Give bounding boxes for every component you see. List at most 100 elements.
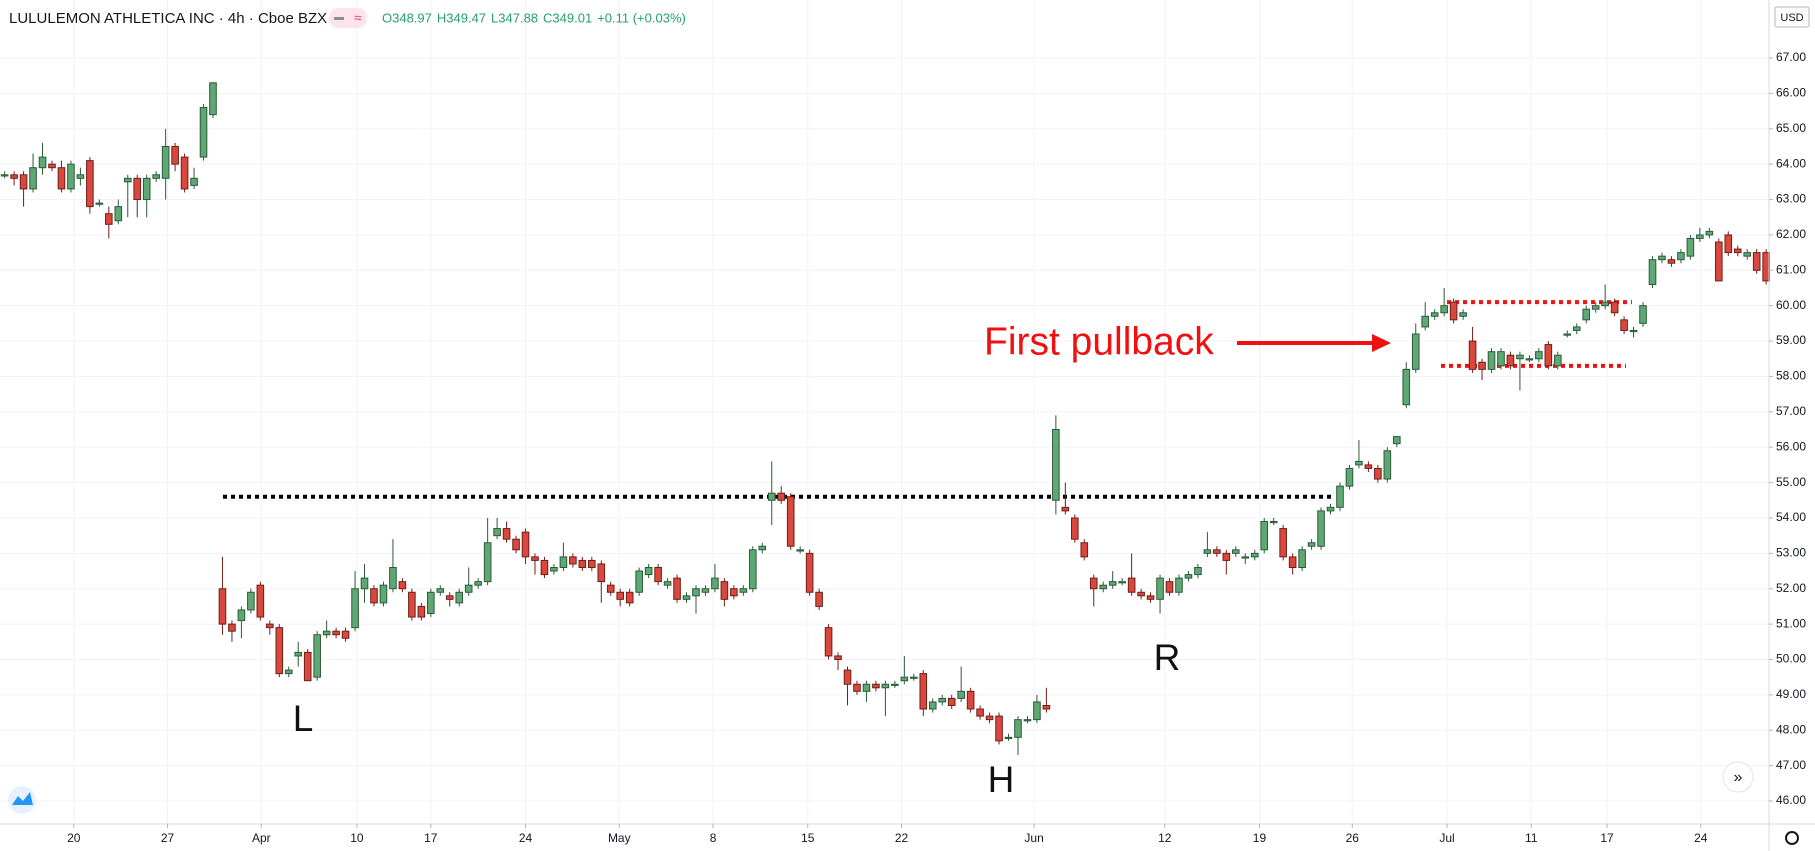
candle-body [1080, 542, 1089, 558]
legend-value: L347.88 [491, 10, 538, 25]
candle-body [256, 584, 265, 618]
candle-body [1033, 701, 1041, 721]
candle-body [1279, 528, 1287, 558]
candle-body [777, 492, 786, 501]
candle-body [209, 82, 217, 116]
candle-body [57, 167, 66, 190]
scroll-icon: » [1734, 769, 1743, 786]
y-tick-label: 59.00 [1776, 333, 1806, 347]
candle-body [161, 145, 170, 179]
candle-body [142, 177, 151, 201]
candle-body [910, 676, 918, 679]
candle-body [0, 174, 9, 177]
y-tick-label: 51.00 [1776, 616, 1806, 630]
candle-body [654, 566, 662, 583]
candle-body [455, 591, 464, 604]
candle-body [1629, 329, 1638, 333]
y-tick-label: 60.00 [1776, 298, 1806, 312]
candle-body [1497, 351, 1505, 367]
candle-body [152, 174, 160, 179]
x-tick-label: 12 [1158, 831, 1172, 845]
candle-body [275, 627, 284, 675]
candle-body [199, 107, 208, 158]
candle-body [1175, 577, 1183, 593]
time-axis: 20 27 Apr 10 17 24 May 8 15 22 Jun 12 19 26 Jul 11 17 24 [67, 824, 1708, 845]
candle-body [1525, 358, 1534, 361]
currency-box[interactable] [1774, 6, 1810, 28]
candle-body [417, 605, 426, 618]
annotation-arrowhead [1372, 334, 1391, 352]
candle-body [48, 163, 56, 169]
candle-body [1724, 234, 1733, 254]
candle-body [294, 651, 303, 657]
x-tick-label: 11 [1525, 831, 1538, 845]
candle-body [1203, 549, 1212, 554]
candle-body [588, 559, 596, 568]
candle-body [1241, 556, 1250, 559]
candle-body [1620, 319, 1628, 331]
candle-body [228, 623, 236, 632]
candle-body [1733, 248, 1742, 254]
candle-body [1317, 510, 1325, 547]
candle-body [569, 556, 577, 565]
candle-body [1307, 542, 1316, 547]
candle-body [1582, 308, 1591, 321]
candle-body [427, 591, 435, 614]
candle-body [711, 577, 719, 590]
candle-body [1648, 259, 1657, 285]
candle-body [398, 581, 407, 590]
candle-body [739, 588, 748, 593]
candle-body [1061, 506, 1070, 512]
candle-body [1667, 259, 1676, 264]
candle-body [1516, 354, 1524, 360]
candle-body [1411, 333, 1420, 370]
x-tick-label: 24 [1694, 831, 1708, 845]
candle-body [928, 701, 937, 710]
pattern-label: H [988, 759, 1015, 800]
candle-body [76, 174, 85, 179]
settings-icon[interactable] [1785, 831, 1799, 845]
y-tick-label: 61.00 [1776, 262, 1806, 276]
candle-body [1118, 581, 1126, 584]
candle-body [1544, 344, 1553, 367]
candle-body [1402, 368, 1411, 406]
candle-body [303, 651, 312, 682]
y-tick-label: 47.00 [1776, 758, 1806, 772]
x-tick-label: 10 [350, 831, 364, 845]
candle-body [1572, 326, 1581, 331]
candle-body [332, 630, 340, 636]
candle-body [1269, 521, 1278, 524]
candle-body [1440, 305, 1448, 314]
candle-body [341, 630, 350, 639]
candle-body [644, 566, 653, 576]
candle-body [105, 213, 113, 225]
candle-body [266, 623, 274, 629]
legend-value: O348.97 [382, 10, 432, 25]
candle-body [947, 697, 956, 706]
candle-body [635, 570, 643, 593]
candle-body [284, 669, 293, 675]
candle-body [1014, 719, 1022, 738]
scroll-button[interactable] [1722, 761, 1754, 793]
candle-body [796, 549, 804, 552]
y-tick-label: 63.00 [1776, 192, 1806, 206]
candle-body [853, 683, 861, 692]
x-tick-label: 26 [1346, 831, 1360, 845]
candle-body [1156, 577, 1164, 600]
candle-body [67, 163, 75, 190]
candle-body [720, 581, 729, 600]
candle-body [1355, 460, 1363, 466]
candle-body [550, 566, 558, 572]
x-tick-label: 8 [710, 831, 717, 845]
candle-body [95, 202, 104, 205]
x-tick-label: 24 [519, 831, 533, 845]
candle-body [1222, 552, 1231, 561]
candle-body [313, 634, 321, 678]
candle-body [512, 538, 520, 551]
x-tick-label: Apr [252, 831, 271, 845]
y-tick-label: 66.00 [1776, 86, 1806, 100]
y-tick-label: 57.00 [1776, 404, 1806, 418]
candle-body [976, 708, 984, 717]
